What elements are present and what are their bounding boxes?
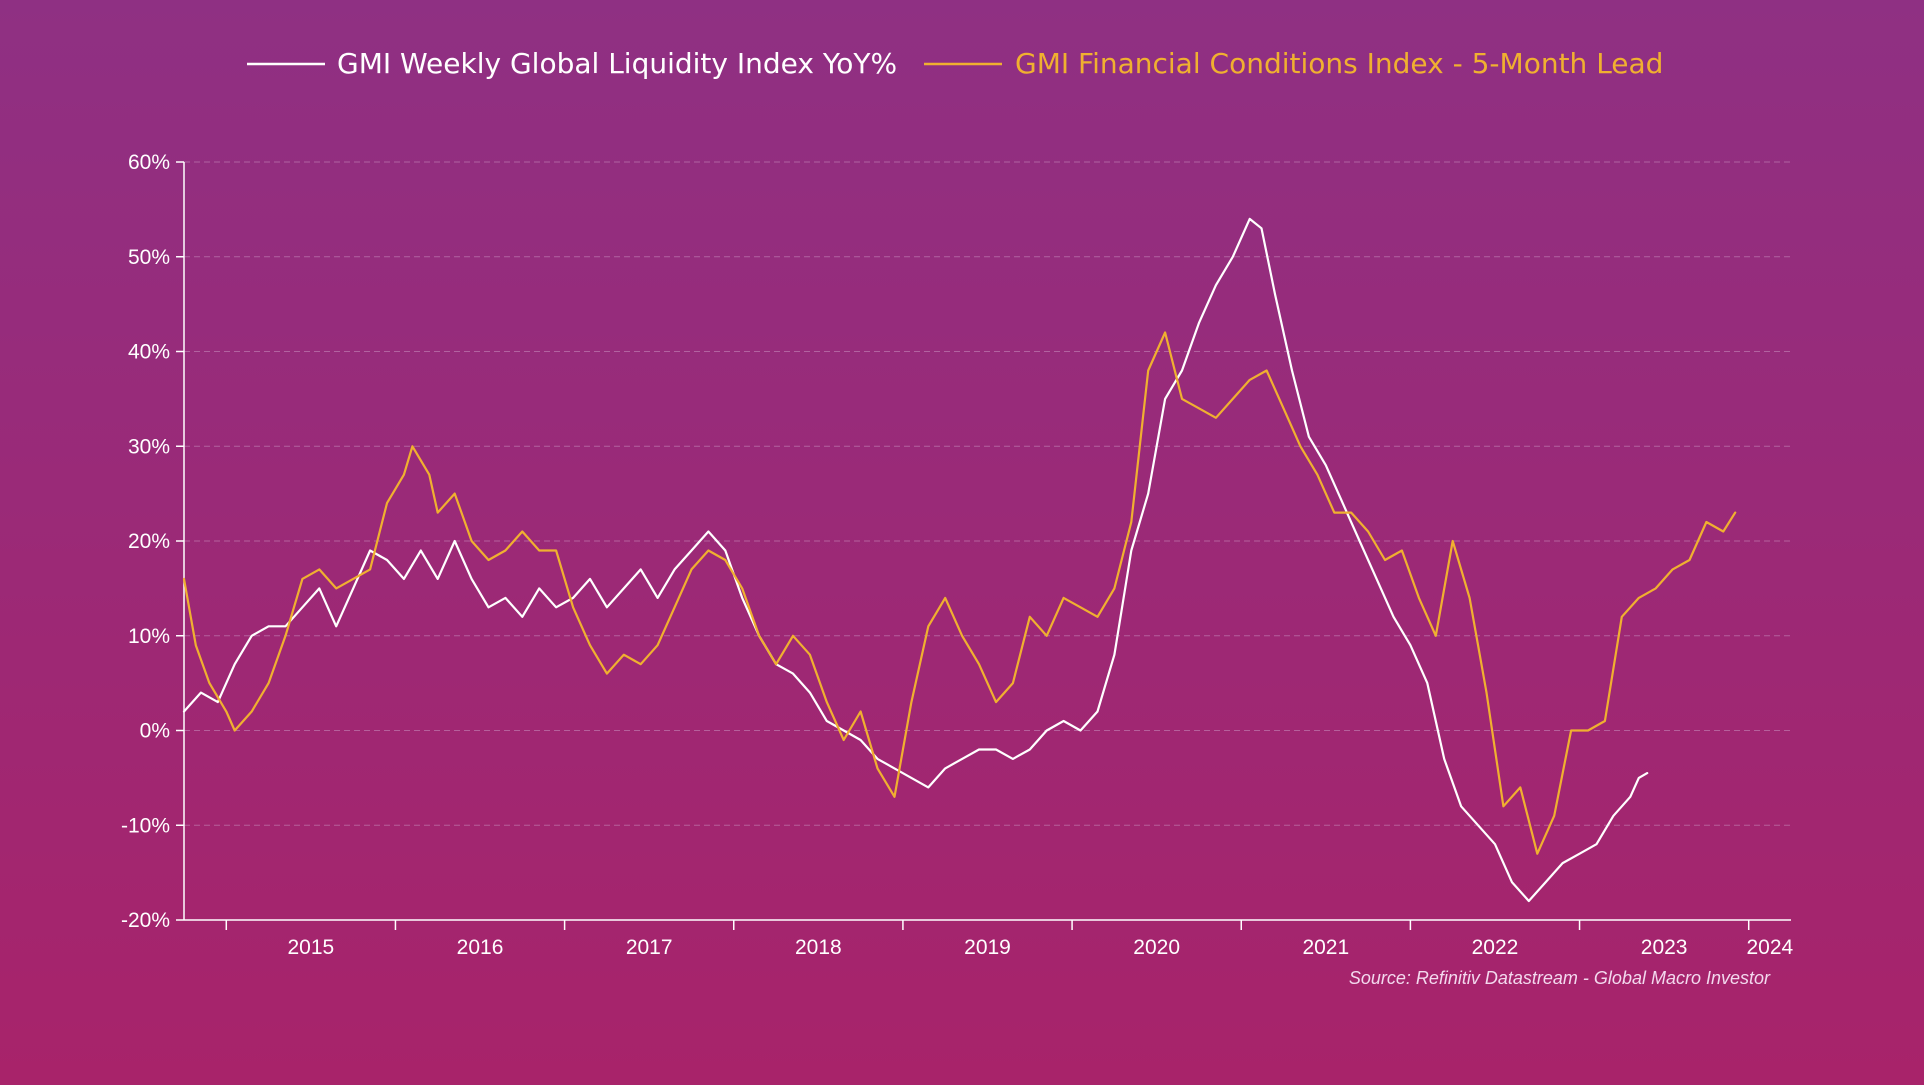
x-tick-label: 2024 <box>1746 936 1793 959</box>
gridlines <box>184 161 1791 826</box>
x-tick-label: 2019 <box>964 936 1011 959</box>
x-tick-label: 2020 <box>1133 936 1180 959</box>
y-axis: -20% -10% 0% 10% 20% 30% 40% 50% 60% <box>121 151 185 932</box>
x-tick-label: 2015 <box>288 936 335 959</box>
series-liquidity-line <box>182 217 1649 903</box>
x-tick-label: 2022 <box>1472 936 1519 959</box>
y-tick-label: -20% <box>121 909 170 932</box>
legend-fci-label: GMI Financial Conditions Index - 5-Month… <box>1015 47 1663 80</box>
series-group <box>182 217 1737 903</box>
series-fci-line <box>182 331 1737 855</box>
y-tick-label: 60% <box>128 151 170 174</box>
y-tick-label: 20% <box>128 530 170 553</box>
legend: GMI Weekly Global Liquidity Index YoY% G… <box>247 47 1663 80</box>
x-tick-label: 2016 <box>457 936 504 959</box>
x-tick-label: 2017 <box>626 936 673 959</box>
x-tick-label: 2021 <box>1302 936 1349 959</box>
y-tick-label: 0% <box>140 720 170 743</box>
x-axis: 2015 2016 2017 2018 2019 2020 2021 2022 2023 2024 <box>184 919 1794 959</box>
y-tick-label: 40% <box>128 341 170 364</box>
y-tick-label: 30% <box>128 435 170 458</box>
y-tick-label: 50% <box>128 246 170 269</box>
y-tick-label: 10% <box>128 625 170 648</box>
legend-liquidity-label: GMI Weekly Global Liquidity Index YoY% <box>337 47 897 80</box>
source-note: Source: Refinitiv Datastream - Global Ma… <box>1349 968 1771 988</box>
y-tick-label: -10% <box>121 814 170 837</box>
x-tick-label: 2018 <box>795 936 842 959</box>
x-tick-label: 2023 <box>1641 936 1688 959</box>
